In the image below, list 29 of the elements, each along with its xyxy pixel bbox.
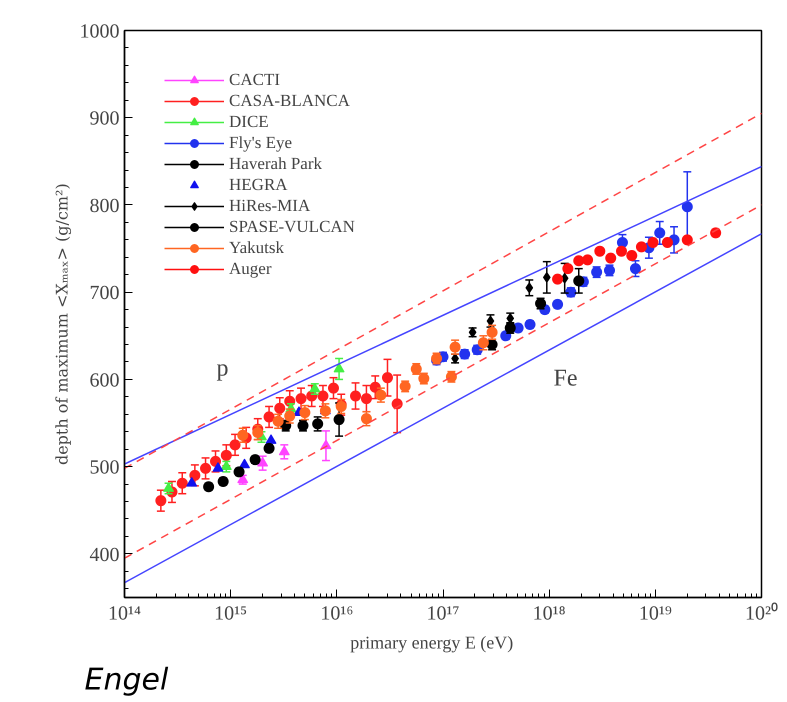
y-tick-label: 600 <box>90 369 120 392</box>
x-tick-label: 10²⁰ <box>745 602 778 624</box>
y-tick-label: 500 <box>90 456 120 479</box>
x-tick-label: 10¹⁶ <box>320 602 354 624</box>
x-tick-label: 10¹⁴ <box>108 602 142 624</box>
y-tick-label: 700 <box>90 282 120 304</box>
legend-label: Fly's Eye <box>229 133 292 153</box>
legend-label: HiRes-MIA <box>229 196 310 216</box>
legend-label: CACTI <box>229 70 280 90</box>
x-axis-title: primary energy E (eV) <box>350 632 514 652</box>
legend-label: Haverah Park <box>229 154 322 174</box>
x-tick-label: 10¹⁹ <box>638 602 672 624</box>
annotation: p <box>216 356 228 382</box>
legend-label: DICE <box>229 112 269 132</box>
x-tick-label: 10¹⁵ <box>214 602 248 624</box>
legend-label: Yakutsk <box>229 238 284 258</box>
y-tick-label: 900 <box>90 108 120 130</box>
legend-label: SPASE-VULCAN <box>229 217 355 237</box>
legend-label: Auger <box>229 259 272 279</box>
x-tick-label: 10¹⁷ <box>426 602 460 624</box>
legend-label: HEGRA <box>229 175 288 195</box>
y-tick-label: 800 <box>90 194 120 217</box>
x-tick-label: 10¹⁸ <box>532 602 566 624</box>
y-tick-label: 1000 <box>80 20 120 42</box>
text: Engel <box>84 662 169 698</box>
y-axis-title: depth of maximum <Xₘₐₓ> (g/cm²) <box>52 183 72 466</box>
y-tick-label: 400 <box>90 544 120 566</box>
annotation: Fe <box>554 366 578 392</box>
legend-label: CASA-BLANCA <box>229 91 350 111</box>
